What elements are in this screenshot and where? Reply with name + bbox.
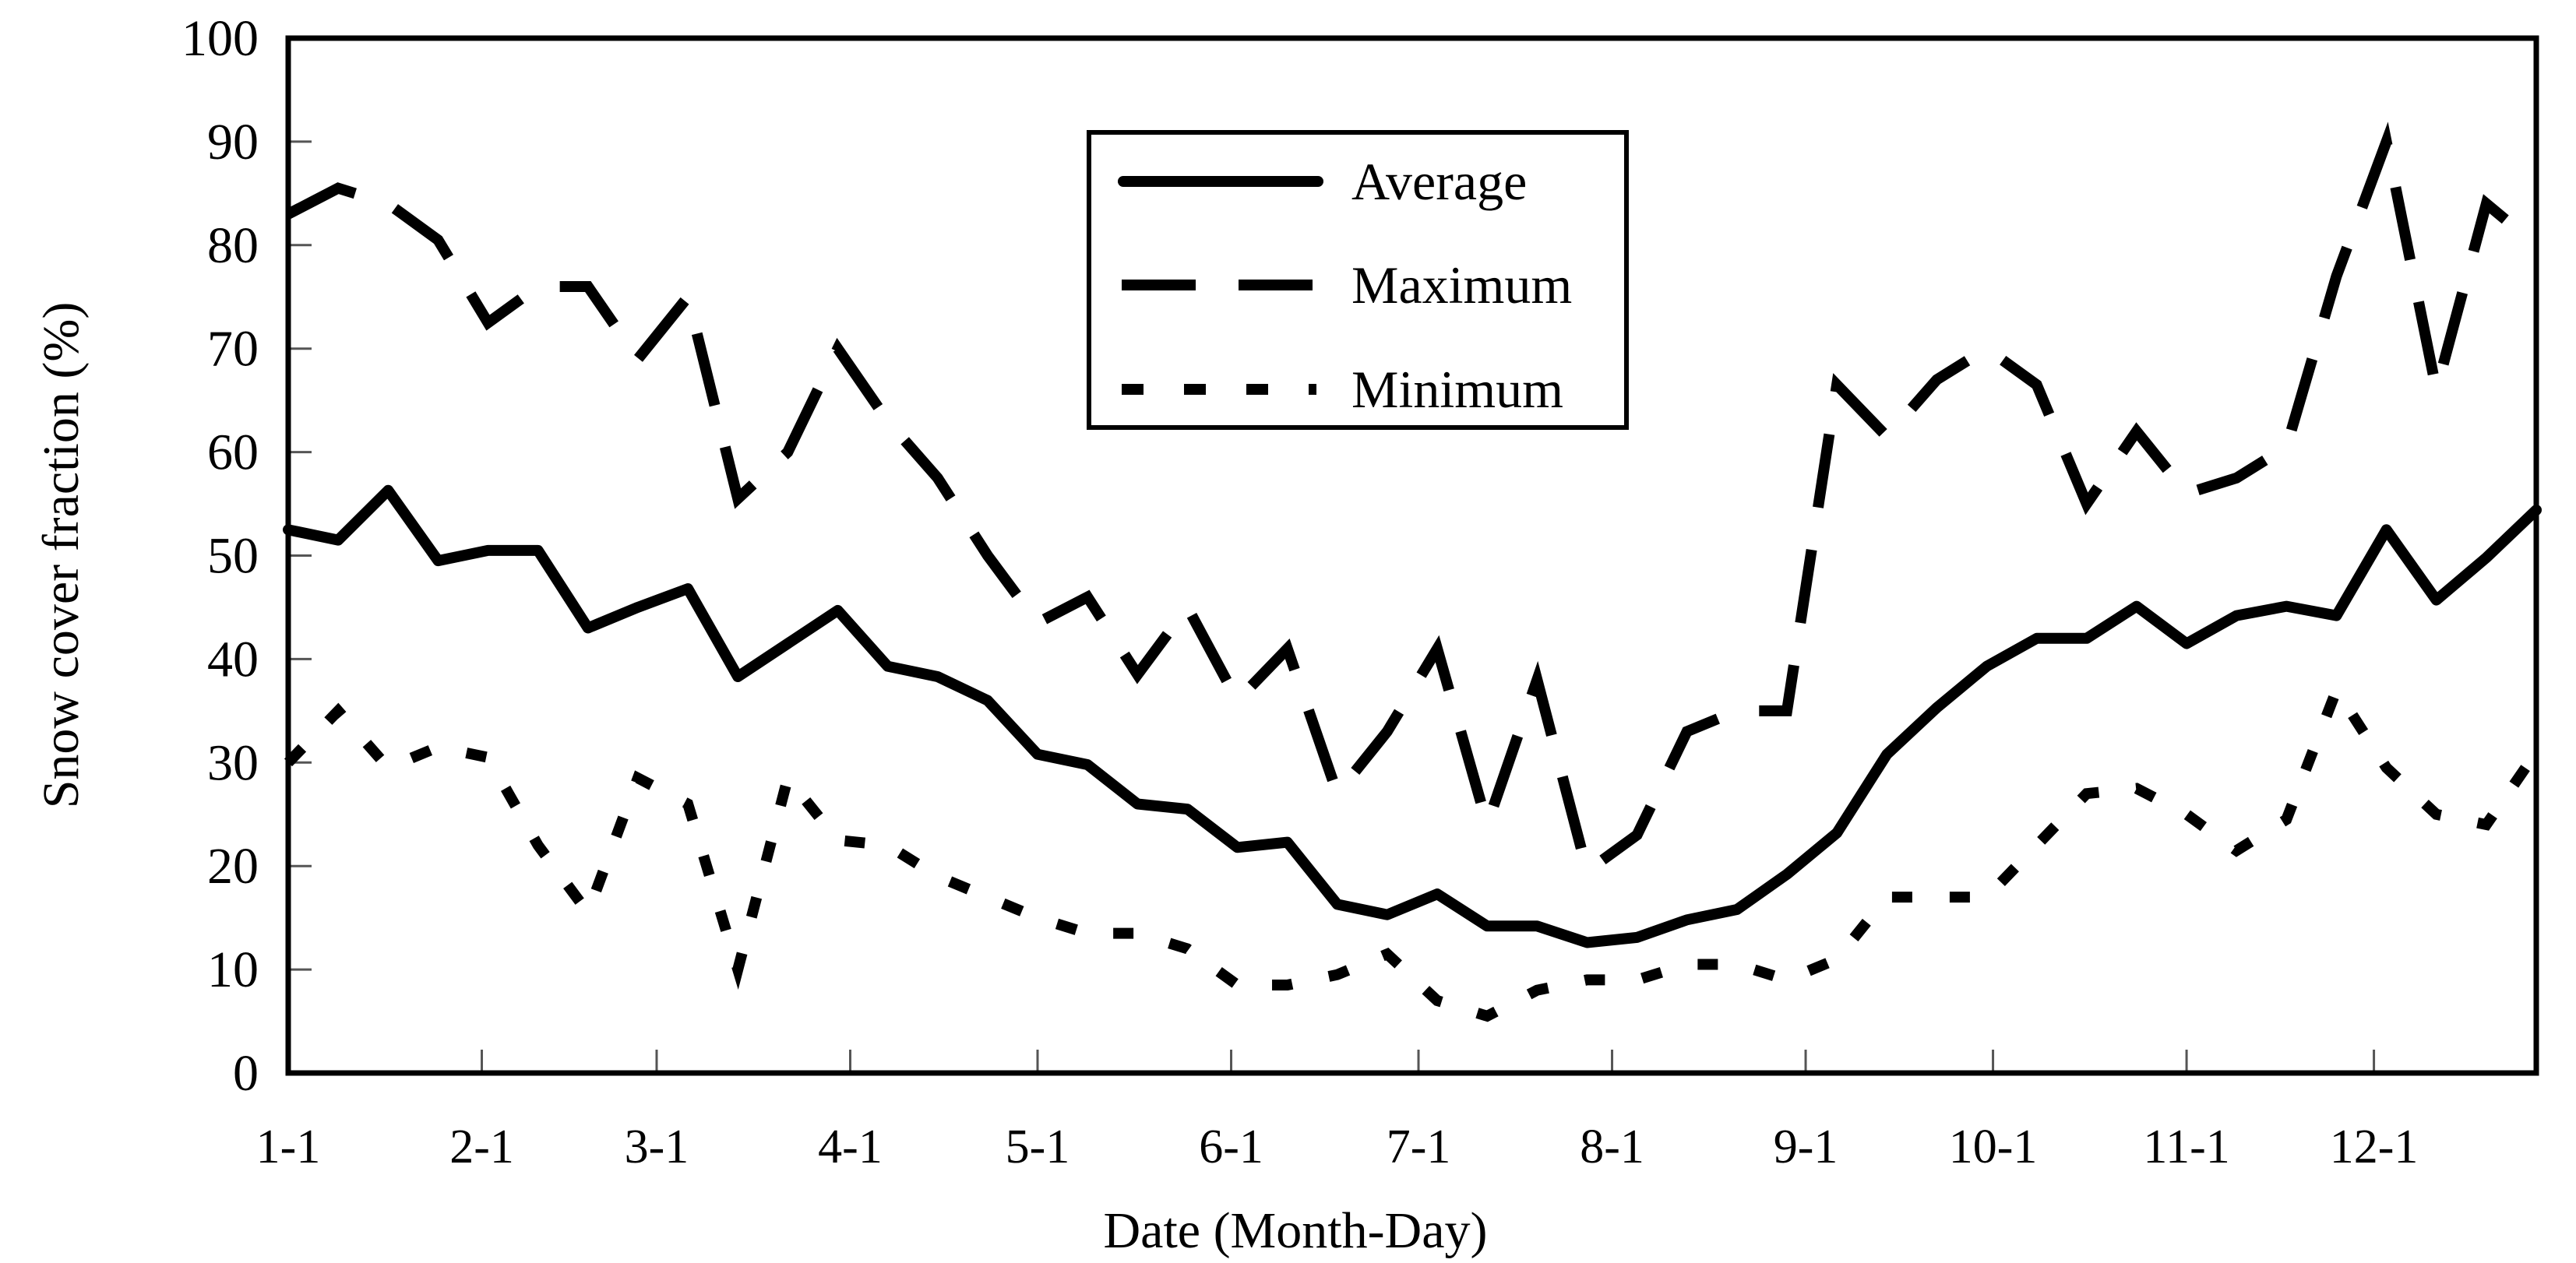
data-point-maximum: [1337, 793, 1338, 794]
data-point-minimum: [937, 876, 939, 878]
legend-label-maximum: Maximum: [1351, 255, 1572, 315]
x-tick-label: 10-1: [1949, 1121, 2038, 1173]
x-tick-label: 7-1: [1387, 1121, 1451, 1173]
y-axis-label: Snow cover fraction (%): [33, 302, 90, 809]
series-layer: [283, 121, 2542, 1022]
data-point-minimum: [987, 896, 988, 898]
data-point-minimum: [1836, 959, 1838, 960]
y-tick-label: 100: [181, 10, 259, 67]
data-point-maximum: [1736, 710, 1738, 712]
data-point-minimum: [1686, 964, 1688, 966]
x-tick-label: 6-1: [1199, 1121, 1263, 1173]
data-point-maximum: [1886, 436, 1887, 438]
data-point-minimum: [1037, 917, 1038, 919]
plot-frame: [285, 35, 2539, 1076]
data-point-maximum: [1186, 607, 1188, 608]
data-point-maximum: [2186, 493, 2187, 494]
x-tick-label: 9-1: [1774, 1121, 1838, 1173]
data-point-minimum: [488, 757, 489, 758]
data-point-minimum: [387, 767, 389, 769]
x-tick-label: 1-1: [256, 1121, 321, 1173]
data-point-minimum: [1936, 896, 1937, 898]
y-tick-label: 60: [207, 424, 259, 481]
x-tick-label: 3-1: [625, 1121, 689, 1173]
data-point-minimum: [2336, 689, 2338, 691]
y-tick-label: 0: [233, 1045, 259, 1102]
data-point-minimum: [837, 839, 839, 841]
data-point-maximum: [1986, 348, 1988, 350]
data-point-minimum: [1136, 933, 1138, 934]
x-tick-label: 5-1: [1006, 1121, 1070, 1173]
data-point-minimum: [1886, 896, 1887, 898]
y-tick-label: 70: [207, 321, 259, 378]
data-point-minimum: [1637, 979, 1638, 980]
data-point-maximum: [2436, 389, 2437, 391]
x-tick-label: 11-1: [2143, 1121, 2229, 1173]
data-point-maximum: [1037, 622, 1038, 624]
series-line-minimum: [284, 677, 2541, 1022]
data-point-maximum: [1486, 824, 1488, 825]
data-point-minimum: [2036, 845, 2038, 846]
series-line-average: [283, 484, 2542, 948]
x-tick-label: 8-1: [1580, 1121, 1644, 1173]
x-tick-label: 2-1: [449, 1121, 514, 1173]
data-point-minimum: [587, 912, 589, 913]
legend-label-average: Average: [1351, 152, 1527, 211]
y-tick-label: 80: [207, 217, 259, 274]
data-point-minimum: [1087, 933, 1088, 934]
y-axis-ticks: 0 10 20 30 40 50 60 70 80 90 100: [181, 10, 312, 1102]
y-tick-label: 30: [207, 734, 259, 791]
data-point-minimum: [1986, 896, 1988, 898]
data-point-minimum: [437, 746, 439, 748]
data-point-maximum: [1237, 700, 1239, 702]
data-point-minimum: [1786, 979, 1788, 980]
data-point-maximum: [887, 420, 889, 422]
legend: Average Maximum Minimum: [1087, 130, 1629, 430]
y-tick-label: 20: [207, 838, 259, 895]
data-point-maximum: [2285, 446, 2287, 448]
series-line-maximum: [285, 121, 2540, 881]
data-point-minimum: [787, 777, 788, 779]
data-point-maximum: [687, 296, 689, 297]
x-axis-label: Date (Month-Day): [1103, 1202, 1487, 1259]
data-point-maximum: [537, 286, 539, 287]
legend-label-minimum: Minimum: [1351, 360, 1563, 419]
y-tick-label: 90: [207, 114, 259, 171]
y-tick-label: 40: [207, 631, 259, 688]
data-point-maximum: [1587, 871, 1588, 872]
y-tick-label: 10: [207, 941, 259, 998]
x-axis-ticks: 1-1 2-1 3-1 4-1 5-1 6-1 7-1 8-1 9-1 10-1 11-1 12-1: [256, 1050, 2419, 1173]
y-tick-label: 50: [207, 528, 259, 585]
data-point-minimum: [1736, 964, 1738, 966]
data-point-minimum: [887, 845, 889, 846]
x-tick-label: 4-1: [818, 1121, 883, 1173]
x-tick-label: 12-1: [2330, 1121, 2419, 1173]
data-point-minimum: [1237, 984, 1239, 986]
data-point-maximum: [387, 203, 389, 205]
